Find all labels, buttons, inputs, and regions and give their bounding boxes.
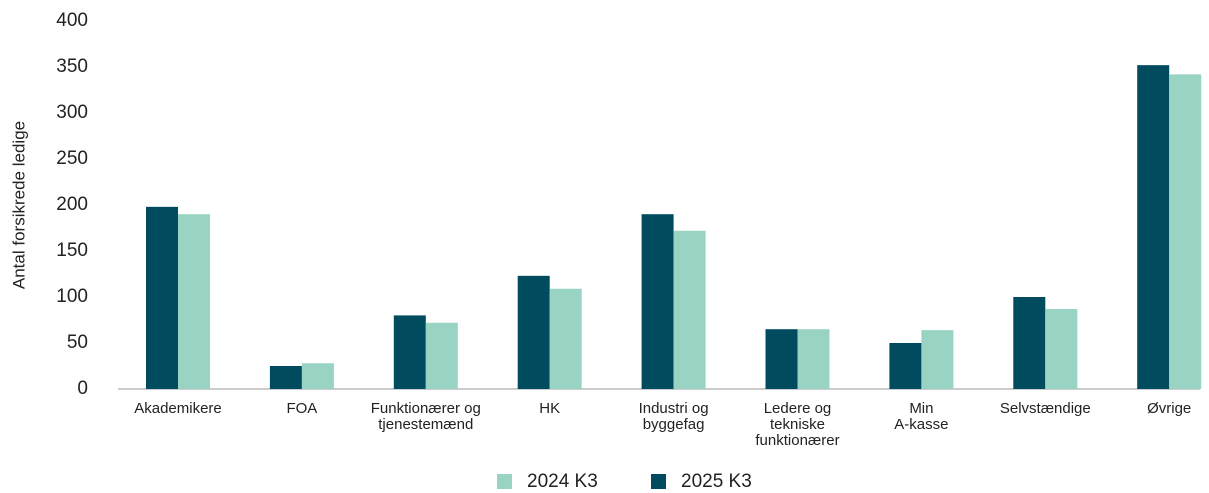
bar [765,329,798,389]
x-tick-label: Min A-kasse [894,400,948,433]
bar [549,288,582,389]
bar [269,366,302,389]
x-tick-label: Øvrige [1147,400,1191,417]
y-axis-label: Antal forsikrede ledige [9,121,28,289]
bar [1169,74,1202,390]
bar [797,329,830,389]
y-tick-label: 100 [56,286,88,307]
bar [301,363,334,389]
bar [641,214,674,389]
bar [517,275,550,389]
bar [393,315,426,389]
legend-swatch [497,474,512,489]
y-tick-label: 150 [56,240,88,261]
bar [146,206,178,389]
y-tick-label: 200 [56,194,88,215]
y-tick-label: 250 [56,148,88,169]
x-tick-label: Selvstændige [1000,400,1091,417]
x-tick-label: Industri og byggefag [639,400,709,433]
bar [1013,297,1046,389]
legend-swatch [651,474,666,489]
bar [1045,308,1078,389]
x-tick-label: Funktionærer og tjenestemænd [371,400,481,433]
bar [673,230,706,389]
y-tick-label: 400 [56,10,88,31]
x-tick-label: Akademikere [134,400,222,417]
y-tick-label: 0 [77,378,88,399]
x-tick-label: Ledere og tekniske funktionærer [755,400,839,449]
bar [425,322,458,389]
bar [889,343,922,389]
bar [1137,65,1170,389]
y-tick-label: 50 [67,332,88,353]
legend-label: 2025 K3 [681,471,752,492]
x-tick-label: HK [539,400,560,417]
bar [921,330,954,389]
y-tick-label: 300 [56,102,88,123]
x-tick-label: FOA [286,400,317,417]
y-tick-label: 350 [56,56,88,77]
legend-label: 2024 K3 [527,471,598,492]
bar [178,214,210,389]
